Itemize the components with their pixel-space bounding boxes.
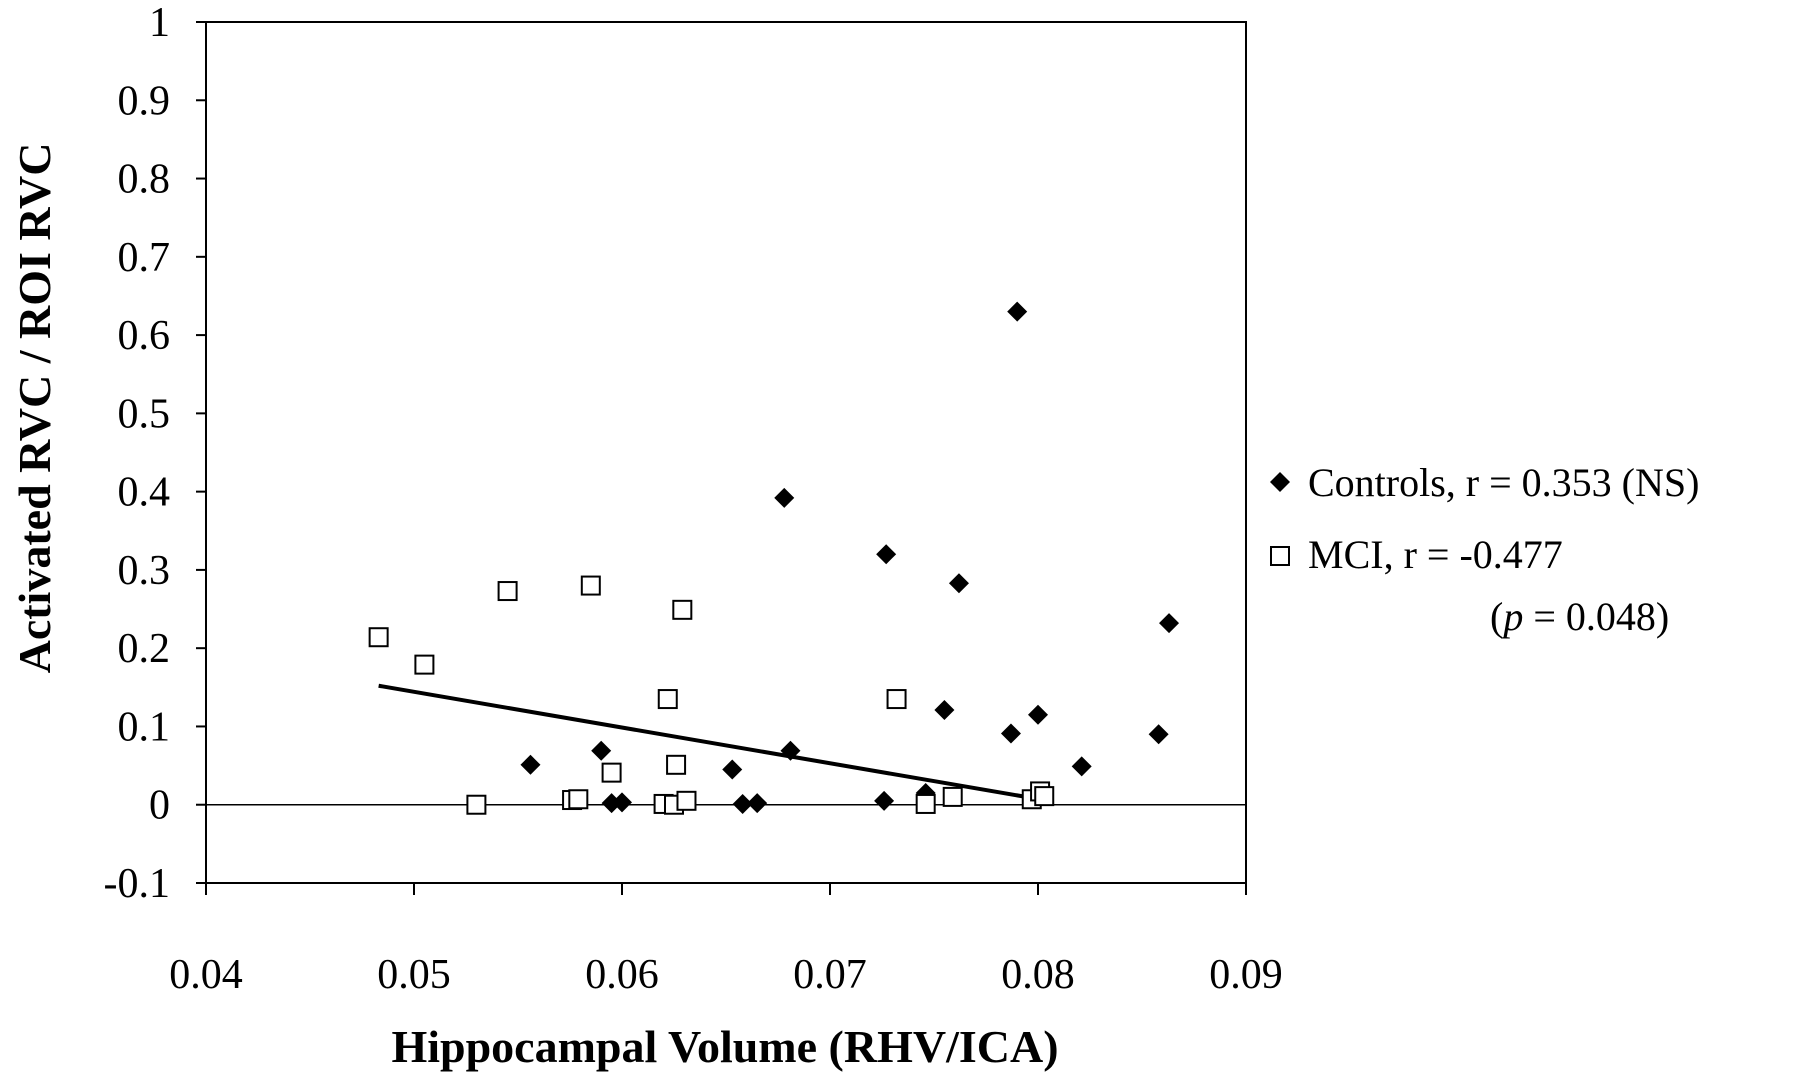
mci-point [1034, 786, 1055, 807]
y-tick-label: -0.1 [104, 861, 171, 907]
points-layer [368, 301, 1180, 815]
mci-point [368, 627, 389, 648]
x-tick-label: 0.05 [377, 952, 451, 998]
mci-point [497, 581, 518, 602]
control-point [774, 487, 795, 508]
control-point [934, 700, 955, 721]
control-point [612, 792, 632, 813]
control-point [1028, 704, 1048, 725]
control-point [1007, 301, 1028, 322]
control-point [1159, 613, 1180, 634]
legend-pvalue-open: ( [1490, 594, 1503, 639]
legend: Controls, r = 0.353 (NS) MCI, r = -0.477… [1270, 460, 1699, 639]
legend-label-controls: Controls, r = 0.353 (NS) [1308, 460, 1699, 505]
y-tick-label: 0.1 [118, 704, 171, 750]
mci-point [942, 786, 963, 807]
x-axis: 0.04 0.05 0.06 0.07 0.08 0.09 [169, 883, 1283, 998]
plot-area [205, 21, 1247, 884]
mci-point [886, 689, 907, 710]
y-tick-label: 0.9 [118, 78, 171, 124]
control-point [722, 759, 743, 780]
legend-pvalue-rest: = 0.048) [1523, 594, 1669, 639]
mci-point [568, 789, 589, 810]
mci-point [580, 575, 601, 596]
y-tick-label: 0.6 [118, 313, 171, 359]
legend-label-mci-pvalue: (p = 0.048) [1490, 594, 1669, 639]
mci-point [666, 754, 687, 775]
mci-trendline [378, 683, 1045, 803]
x-tick-label: 0.04 [169, 952, 243, 998]
mci-point [676, 790, 697, 811]
x-tick-label: 0.06 [585, 952, 659, 998]
control-point [747, 793, 768, 814]
legend-marker-controls [1270, 472, 1290, 492]
y-tick-label: 0.7 [118, 235, 171, 281]
control-point [1148, 724, 1169, 745]
mci-point [601, 762, 622, 783]
y-tick-label: 0.4 [118, 470, 171, 516]
control-point [591, 740, 612, 761]
y-tick-label: 1 [149, 0, 170, 46]
control-point [1000, 723, 1021, 744]
y-axis-title: Activated RVC / ROI RVC [9, 143, 60, 674]
y-tick-label: 0 [149, 783, 170, 829]
mci-point [657, 689, 678, 710]
control-point [876, 544, 897, 565]
control-point [732, 793, 753, 814]
y-tick-label: 0.5 [118, 391, 171, 437]
y-tick-label: 0.8 [118, 157, 171, 203]
x-tick-label: 0.07 [793, 952, 867, 998]
x-axis-title: Hippocampal Volume (RHV/ICA) [391, 1021, 1058, 1072]
x-tick-label: 0.09 [1209, 952, 1283, 998]
mci-point [414, 654, 435, 675]
y-tick-label: 0.3 [118, 548, 171, 594]
control-point [948, 573, 969, 594]
mci-point [466, 794, 487, 815]
control-point [1071, 756, 1092, 777]
plot-border [205, 21, 1247, 884]
control-point [780, 740, 801, 761]
x-tick-label: 0.08 [1001, 952, 1075, 998]
trendline-layer [378, 683, 1045, 803]
control-point [520, 754, 541, 775]
control-point [874, 790, 895, 811]
mci-point [672, 599, 693, 620]
legend-pvalue-p: p [1500, 594, 1523, 639]
legend-label-mci: MCI, r = -0.477 [1308, 532, 1563, 577]
y-axis: -0.1 0 0.1 0.2 0.3 0.4 0.5 0.6 0.7 0.8 0.9 1 [104, 0, 206, 907]
legend-marker-mci [1270, 546, 1290, 566]
y-tick-label: 0.2 [118, 626, 171, 672]
mci-point [915, 793, 936, 814]
